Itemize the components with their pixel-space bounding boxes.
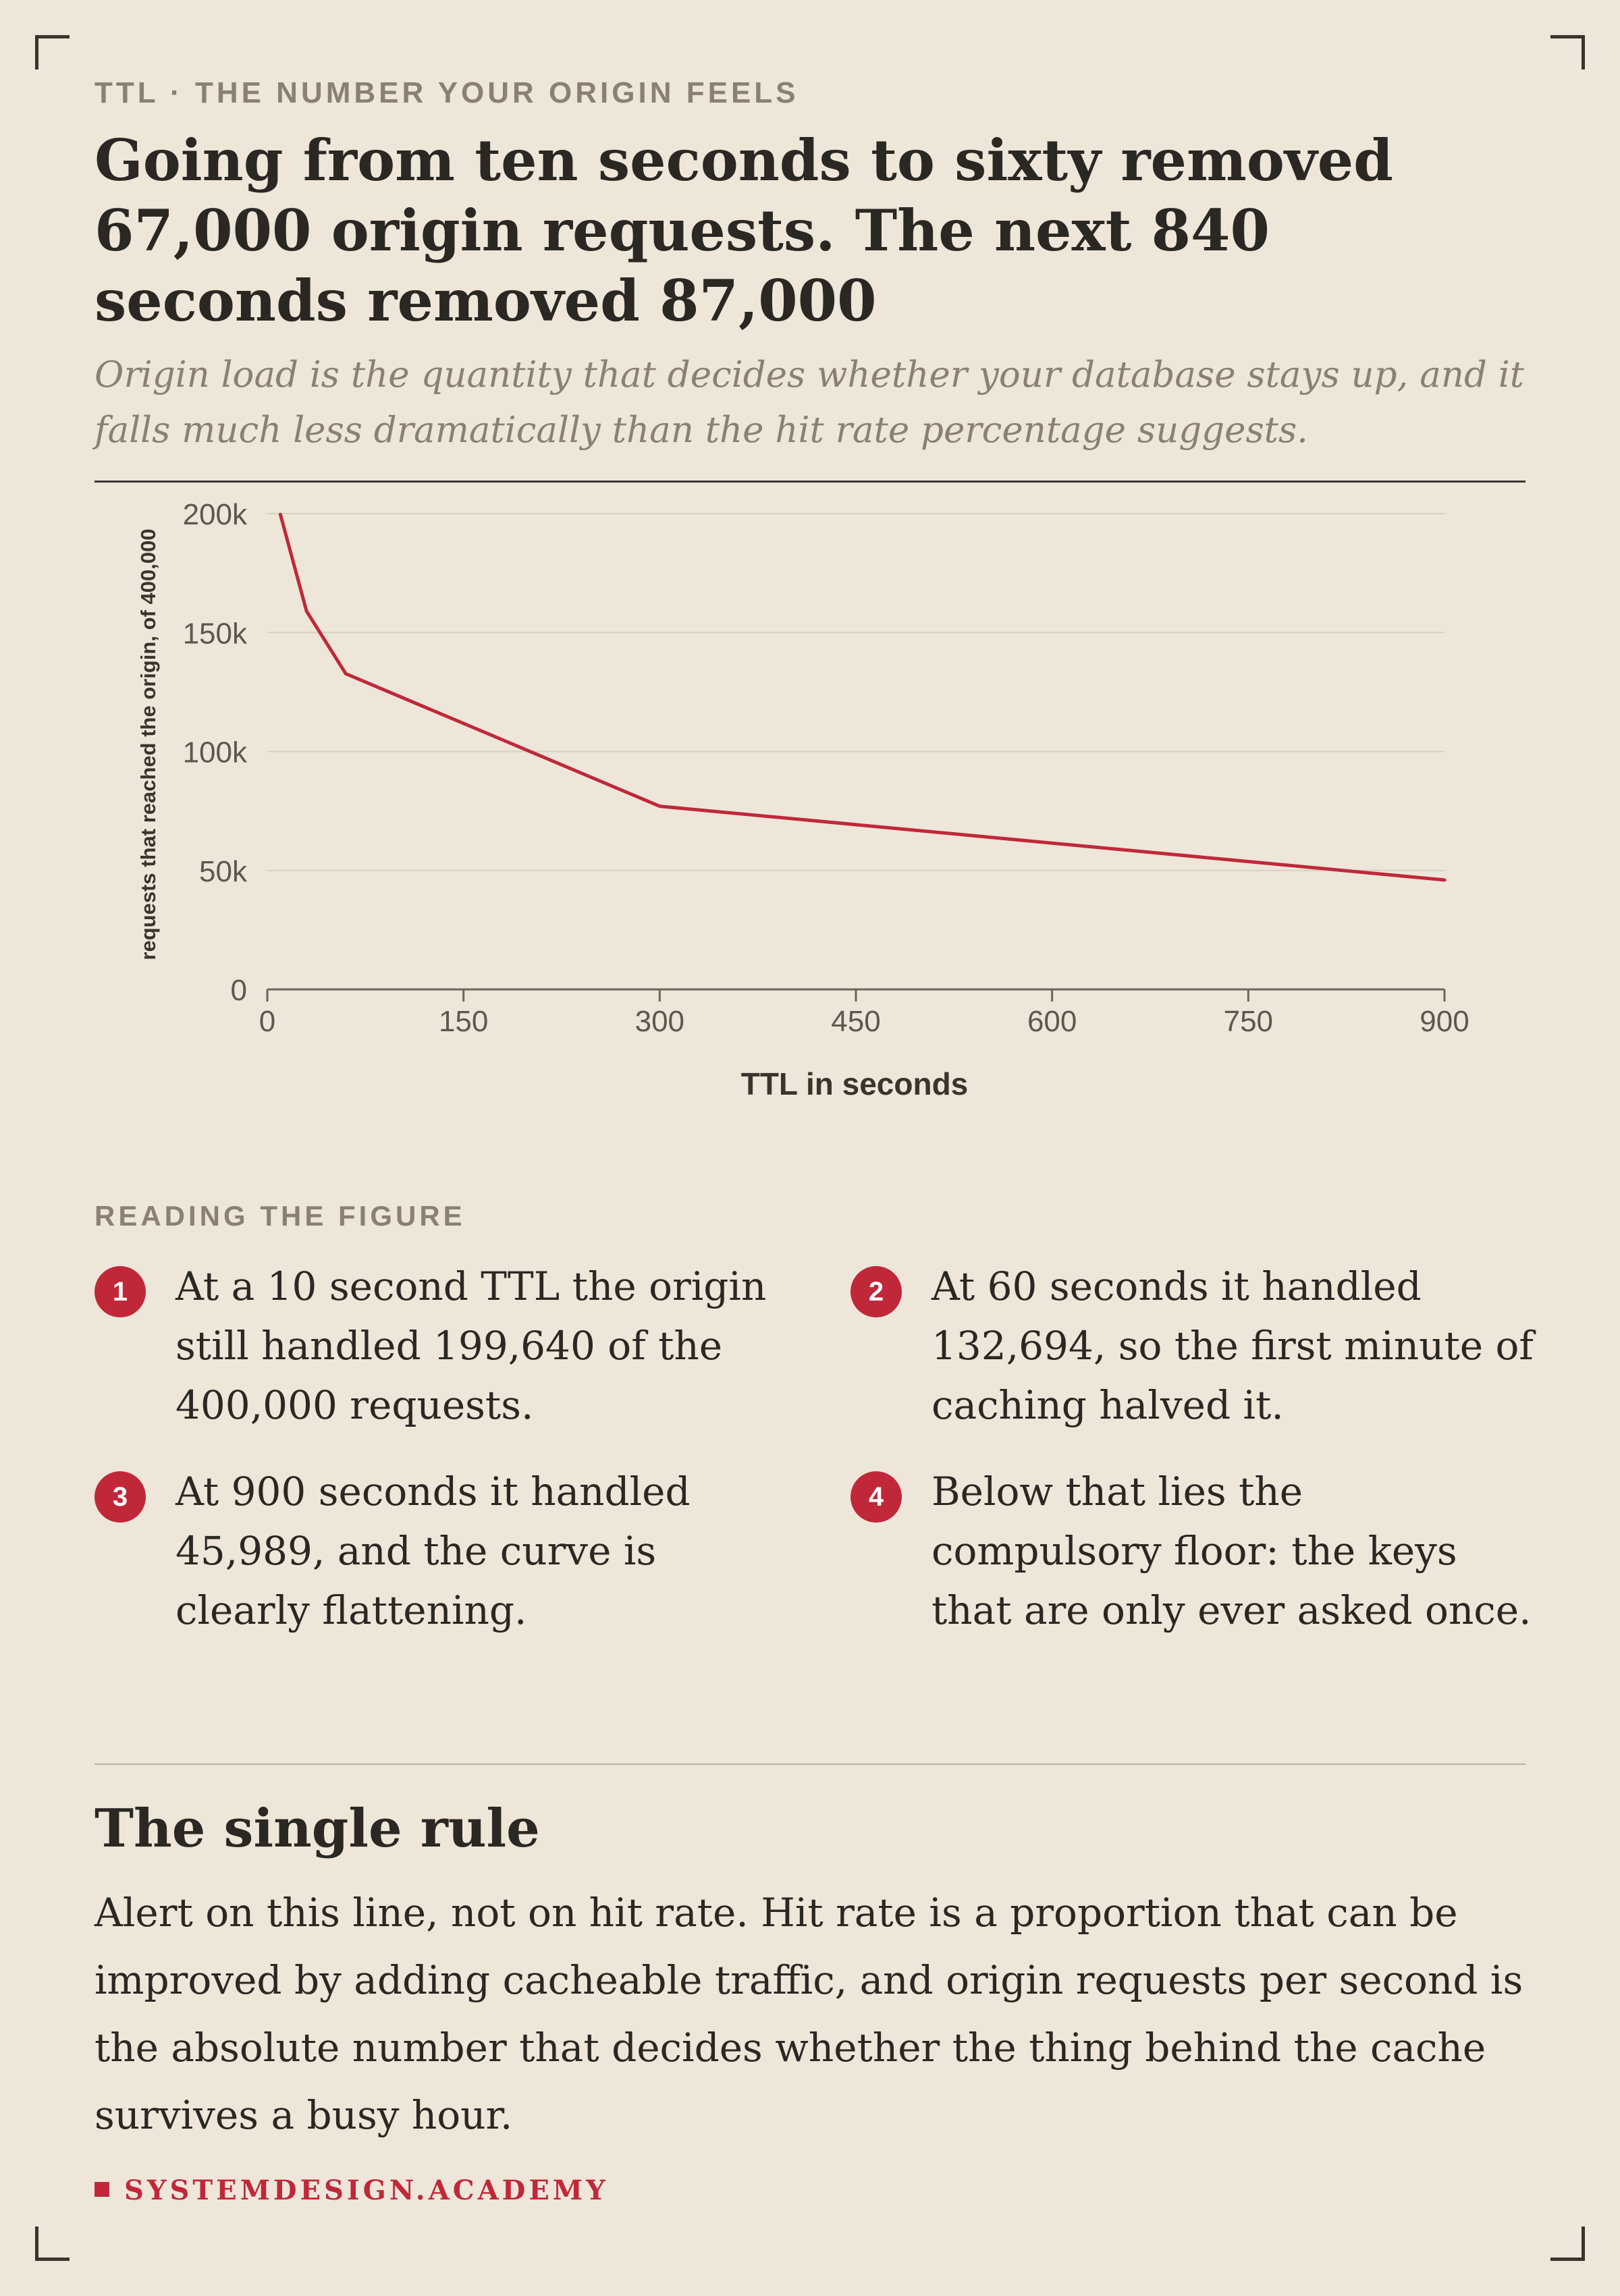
section-divider [94,1764,1526,1765]
x-tick-label: 150 [439,1005,488,1038]
note-number: 3 [94,1471,146,1523]
origin-load-chart: 0 50k 100k 150k 200k 0 150 300 450 600 750 900 TTL i… [136,498,1469,1101]
note-text: At a 10 second TTL the origin still hand… [176,1263,767,1428]
note-number: 1 [94,1266,146,1317]
y-tick-label: 0 [231,974,247,1007]
x-axis-title: TTL in seconds [741,1066,969,1101]
eyebrow: TTL · THE NUMBER YOUR ORIGIN FEELS [94,76,799,109]
corner-mark-top-left [35,35,70,70]
note-text: Below that lies the compulsory floor: th… [932,1469,1532,1633]
rule-heading: The single rule [94,1798,540,1859]
x-tick-label: 300 [635,1005,684,1038]
brand-footer: SYSTEMDESIGN.ACADEMY [94,2175,609,2206]
rule-body: Alert on this line, not on hit rate. Hit… [94,1890,1523,2138]
x-tick-label: 450 [831,1005,880,1038]
y-tick-label: 150k [183,617,248,650]
y-axis-title: requests that reached the origin, of 400… [136,528,160,960]
axes [266,988,1446,1002]
top-divider [94,481,1526,483]
y-tick-label: 100k [183,736,248,769]
y-tick-label: 200k [183,498,248,531]
subtitle: Origin load is the quantity that decides… [94,354,1525,451]
note-text: At 60 seconds it handled 132,694, so the… [932,1263,1534,1428]
corner-mark-top-right [1550,35,1585,70]
note-text: At 900 seconds it handled 45,989, and th… [176,1469,691,1633]
headline: Going from ten seconds to sixty removed … [94,127,1393,334]
brand-name: SYSTEMDESIGN.ACADEMY [124,2175,609,2206]
x-tick-label: 750 [1224,1005,1273,1038]
series [278,512,1447,882]
grid [267,513,1444,871]
y-tick-label: 50k [199,855,248,888]
note-number: 4 [850,1471,902,1523]
note-number: 2 [850,1266,902,1317]
x-tick-label: 0 [259,1005,275,1038]
x-tick-label: 600 [1027,1005,1077,1038]
brand-square-icon [94,2182,109,2197]
series-line [278,512,1447,882]
axis-labels: 0 50k 100k 150k 200k 0 150 300 450 600 750 900 TTL i… [136,498,1469,1101]
corner-mark-bottom-left [35,2226,70,2261]
x-tick-label: 900 [1420,1005,1469,1038]
corner-mark-bottom-right [1550,2226,1585,2261]
reading-title: READING THE FIGURE [94,1200,466,1232]
